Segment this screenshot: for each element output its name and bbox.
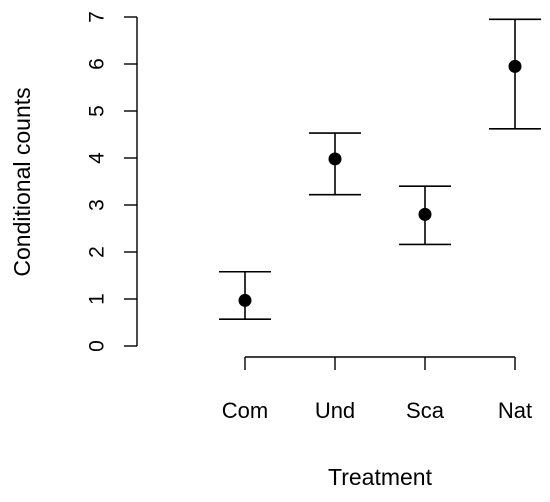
y-tick-label: 3: [86, 199, 109, 211]
data-point: [418, 207, 432, 221]
y-axis-label: Conditional counts: [9, 87, 35, 276]
x-tick-label: Und: [315, 398, 355, 423]
y-tick-label: 0: [86, 340, 109, 352]
y-tick-label: 2: [86, 246, 109, 258]
points-layer: [238, 59, 522, 307]
y-tick-label: 1: [86, 293, 109, 305]
x-tick-label: Nat: [498, 398, 532, 423]
error-bars-layer: [219, 18, 541, 321]
y-tick-label: 5: [86, 105, 109, 117]
data-point: [508, 59, 522, 73]
x-tick-label: Com: [222, 398, 268, 423]
y-tick-label: 6: [86, 58, 109, 70]
x-axis: Com Und Sca Nat: [222, 356, 532, 423]
data-point: [328, 152, 342, 166]
error-bar: [489, 18, 541, 130]
y-tick-label: 4: [86, 152, 109, 164]
y-tick-label: 7: [86, 11, 109, 23]
y-axis: 0 1 2 3 4 5 6 7: [86, 11, 138, 352]
x-tick-label: Sca: [406, 398, 445, 423]
x-axis-label: Treatment: [328, 464, 433, 490]
data-point: [238, 293, 252, 307]
